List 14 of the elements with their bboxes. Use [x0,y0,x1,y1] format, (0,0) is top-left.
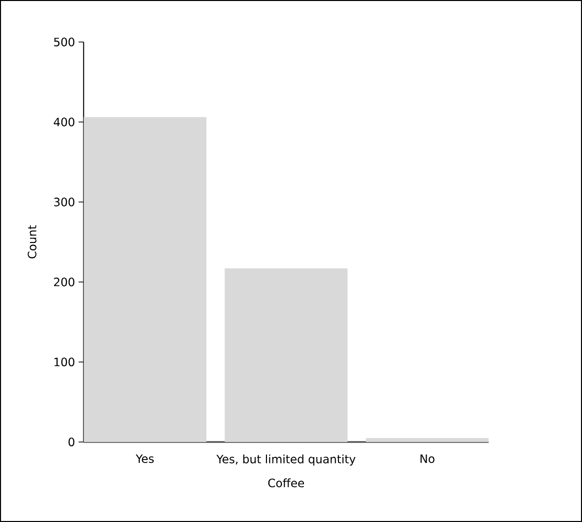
y-tick-label: 500 [54,38,74,46]
y-tick-label: 200 [54,278,74,286]
x-axis-title: Coffee [268,478,304,488]
y-tick-label: 0 [68,438,74,446]
y-tick-label: 300 [54,198,74,206]
x-tick-label: No [420,454,434,464]
x-tick-label: Yes, but limited quantity [216,454,356,466]
y-tick-label: 100 [54,358,74,366]
y-axis-title: Count [28,225,36,258]
bar [84,117,206,442]
bar [366,438,489,442]
y-tick-label: 400 [54,118,74,126]
x-tick-label: Yes [136,454,154,464]
bar [224,268,348,442]
